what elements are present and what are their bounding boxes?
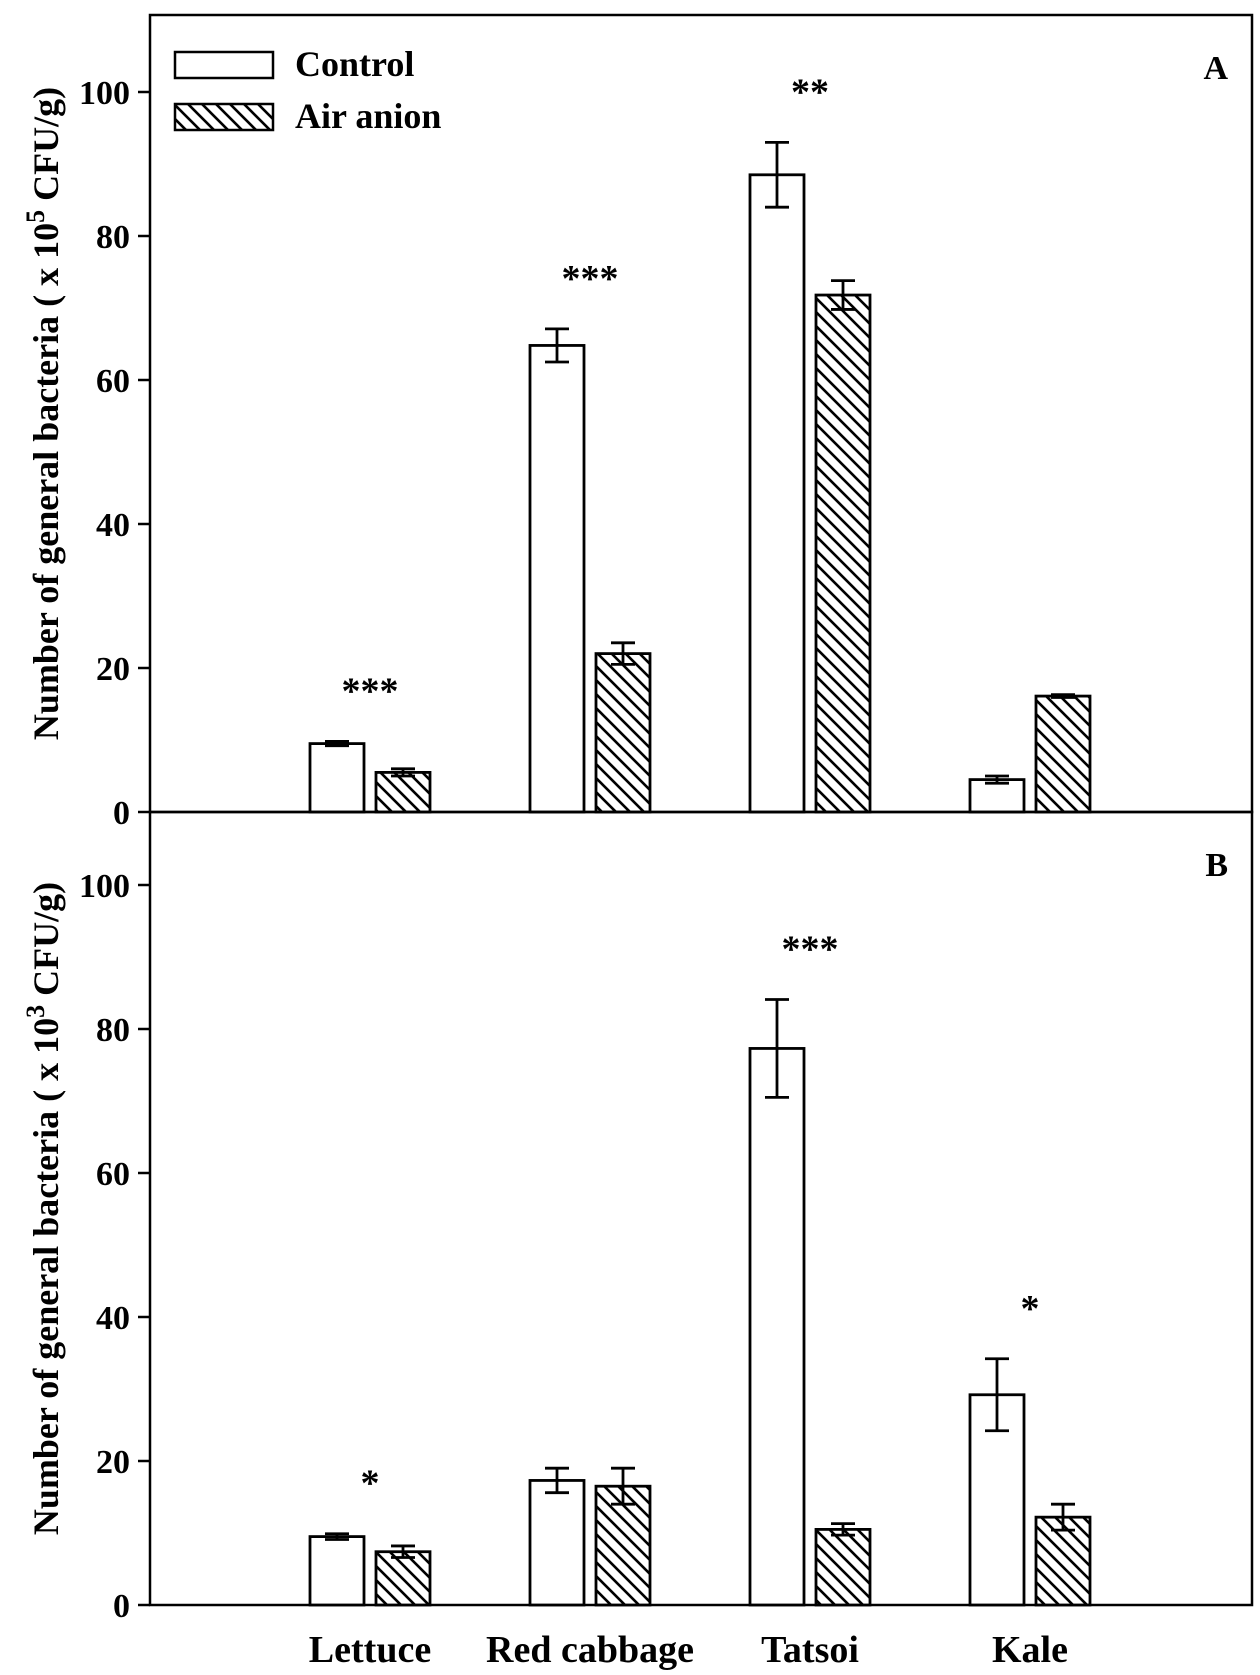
y-tick-label: 0 [113,795,130,832]
panel-a: 0 20 40 60 80 100 Number of general bacteria (… [21,13,1254,832]
y-axis-label-unit: CFU/g) [26,87,66,210]
y-tick-label: 20 [96,651,130,688]
y-axis-label-exponent: 5 [21,210,50,223]
y-axis-label-text: Number of general bacteria ( x 10 [26,223,66,740]
legend-swatch-air-anion [173,102,275,132]
y-tick-label: 80 [96,1012,130,1049]
error-bar [325,740,349,748]
x-tick-label: Lettuce [309,1629,431,1671]
y-axis-label-unit: CFU/g) [26,882,66,1005]
legend-swatch-control [173,50,275,80]
significance-marker: * [1021,1288,1040,1330]
error-bar [391,767,415,778]
error-bar [1051,1502,1075,1532]
error-bar [611,641,635,666]
y-tick-label: 80 [96,219,130,256]
bar-air-anion [594,652,652,814]
error-bar [765,140,789,209]
x-tick-label: Tatsoi [761,1629,859,1671]
error-bar [1051,693,1075,699]
panel-label: A [1203,50,1228,87]
error-bar [831,1522,855,1537]
y-axis-label-exponent: 3 [21,1005,50,1018]
significance-marker: ** [791,71,829,113]
y-tick-label: 0 [113,1588,130,1625]
significance-marker: *** [782,928,839,970]
bar-air-anion [814,293,872,814]
significance-marker: *** [562,258,619,300]
error-bar [985,774,1009,785]
bar-control [748,173,806,814]
x-tick-label: Kale [992,1629,1068,1671]
bar-air-anion [1034,694,1092,814]
bar-air-anion [814,1528,872,1607]
bar-control [308,1535,366,1607]
y-tick-label: 40 [96,507,130,544]
plot-frame [148,810,1254,1607]
legend-label: Control [295,44,414,84]
y-axis-label: Number of general bacteria ( x 103 CFU/g… [21,882,66,1535]
error-bar [545,1466,569,1495]
panel-b: 0 20 40 60 80 100 Number of general bacteria (… [21,810,1254,1671]
bar-control [528,344,586,814]
error-bar [611,1466,635,1506]
significance-marker: *** [342,670,399,712]
y-tick-label: 60 [96,1156,130,1193]
y-tick-label: 100 [79,868,130,905]
bar-control [528,1479,586,1607]
panel-label: B [1205,847,1228,884]
error-bar [545,327,569,364]
y-tick-label: 100 [79,75,130,112]
y-tick-label: 20 [96,1444,130,1481]
bar-air-anion [1034,1515,1092,1607]
bar-air-anion [374,1550,432,1607]
bar-control [748,1047,806,1607]
x-tick-label: Red cabbage [486,1629,694,1671]
significance-marker: * [361,1463,380,1505]
y-axis-label: Number of general bacteria ( x 105 CFU/g… [21,87,66,740]
bar-control [308,742,366,814]
legend-label: Air anion [295,96,441,136]
y-tick-label: 60 [96,363,130,400]
error-bar [831,279,855,311]
y-axis-label-text: Number of general bacteria ( x 10 [26,1018,66,1535]
legend: Control Air anion [173,44,441,136]
error-bar [765,998,789,1099]
error-bar [325,1532,349,1541]
y-tick-label: 40 [96,1300,130,1337]
error-bar [391,1544,415,1559]
bar-air-anion [374,771,432,814]
error-bar [985,1357,1009,1433]
